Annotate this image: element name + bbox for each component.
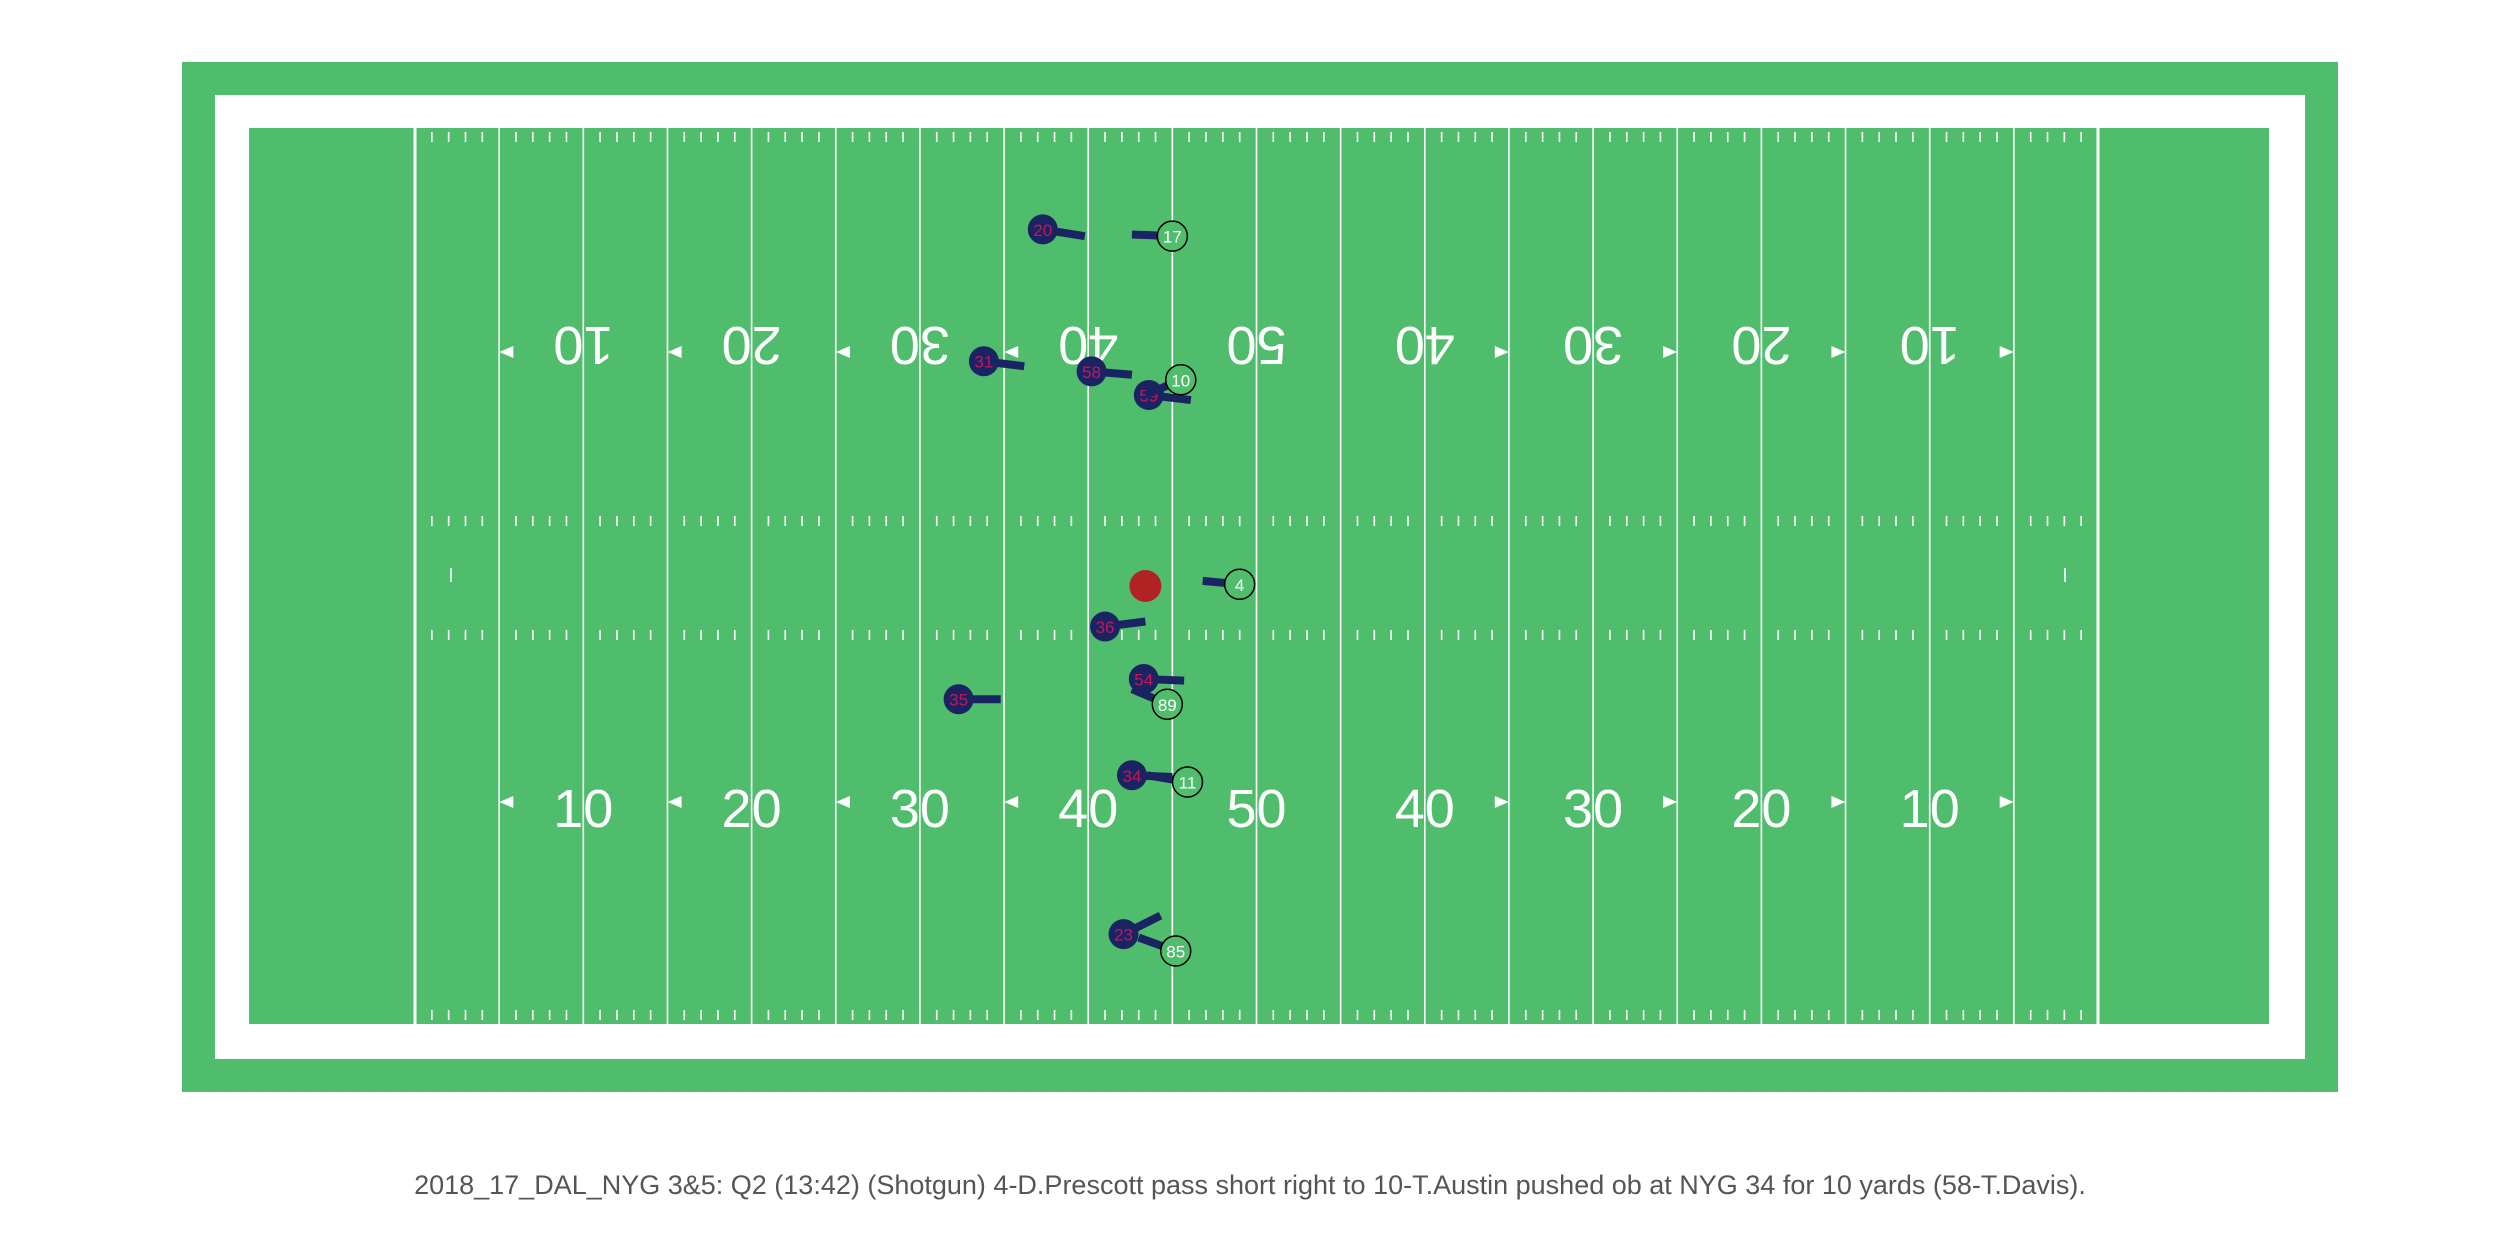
- yard-number-top-group: 30: [1563, 315, 1678, 375]
- player-marker: [1076, 356, 1107, 387]
- jersey-number: 89: [1158, 696, 1177, 715]
- yard-number-bottom: 50: [1226, 779, 1286, 839]
- yard-number-bottom: 10: [553, 779, 613, 839]
- jersey-number: 54: [1134, 670, 1153, 689]
- defense-player: 20: [1027, 214, 1086, 245]
- yard-number-bottom: 30: [1563, 779, 1623, 839]
- direction-arrow: [667, 796, 682, 808]
- jersey-number: 23: [1114, 926, 1133, 945]
- offense-player: 11: [1146, 766, 1204, 798]
- yard-lines: [413, 128, 2100, 1024]
- player-marker: [968, 346, 999, 377]
- yard-number-top-group: 20: [667, 315, 782, 375]
- jersey-number: 58: [1082, 363, 1101, 382]
- yard-number-top-group: 10: [499, 315, 613, 375]
- direction-arrow: [835, 796, 850, 808]
- direction-arrow: [1999, 796, 2014, 808]
- player-marker: [1090, 611, 1121, 642]
- player-marker: [1027, 214, 1058, 245]
- football: [1129, 569, 1162, 602]
- yard-number-top-group: 20: [1731, 315, 1846, 375]
- jersey-number: 34: [1122, 767, 1141, 786]
- player-marker: [1151, 688, 1184, 721]
- jersey-number: 36: [1096, 618, 1115, 637]
- player-marker: [1171, 766, 1204, 798]
- jersey-number: 17: [1163, 228, 1182, 247]
- yard-number-bottom: 40: [1395, 779, 1455, 839]
- player-marker: [1108, 919, 1139, 950]
- direction-arrow: [499, 346, 514, 358]
- direction-arrow: [1831, 796, 1846, 808]
- yard-number-top-group: 40: [1395, 315, 1509, 375]
- player-marker: [1223, 568, 1256, 601]
- offense-player: 10: [1143, 364, 1197, 399]
- jersey-number: 11: [1179, 774, 1197, 793]
- direction-arrow: [1999, 346, 2014, 358]
- direction-arrow: [1004, 346, 1019, 358]
- players: 20315859365435342317104891185: [943, 214, 1256, 967]
- direction-arrow: [1663, 796, 1678, 808]
- yard-number-bottom: 40: [1058, 779, 1118, 839]
- jersey-number: 4: [1235, 576, 1244, 595]
- football-layer: [1129, 569, 1162, 602]
- yard-number-top: 10: [553, 315, 613, 375]
- offense-player: 89: [1130, 685, 1184, 721]
- defense-player: 36: [1090, 611, 1146, 642]
- defense-player: 54: [1128, 663, 1185, 694]
- yard-number-top: 30: [890, 315, 950, 375]
- yard-numbers-top: 10 20 30 40 50 40 30 20 10: [499, 315, 2014, 375]
- yard-number-top-group: 10: [1900, 315, 2014, 375]
- direction-arrow: [1494, 346, 1509, 358]
- jersey-number: 20: [1033, 221, 1052, 240]
- yard-number-top: 30: [1563, 315, 1623, 375]
- offense-player: 17: [1131, 220, 1189, 252]
- yard-number-bottom: 30: [890, 779, 950, 839]
- jersey-number: 31: [974, 353, 993, 372]
- yard-number-bottom: 10: [1900, 779, 1960, 839]
- defense-player: 31: [968, 346, 1025, 377]
- playing-field: [249, 128, 2269, 1024]
- player-marker: [1156, 220, 1189, 252]
- jersey-number: 35: [949, 691, 968, 710]
- yard-number-top-group: 50: [1226, 315, 1286, 375]
- player-marker: [1165, 364, 1197, 396]
- defense-player: 58: [1076, 356, 1133, 387]
- yard-number-top: 20: [1731, 315, 1791, 375]
- hash-marks: [431, 132, 2082, 1020]
- yard-number-top: 10: [1900, 315, 1960, 375]
- jersey-number: 10: [1171, 371, 1190, 390]
- direction-arrow: [1831, 346, 1846, 358]
- yard-numbers-bottom: 10 20 30 40 50 40 30 20 10: [499, 779, 2014, 839]
- direction-arrow: [1494, 796, 1509, 808]
- direction-arrow: [1004, 796, 1019, 808]
- yard-number-bottom: 20: [722, 779, 782, 839]
- yard-number-top: 20: [722, 315, 782, 375]
- yard-number-bottom: 20: [1731, 779, 1791, 839]
- direction-arrow: [835, 346, 850, 358]
- direction-arrow: [667, 346, 682, 358]
- play-description-caption: 2018_17_DAL_NYG 3&5: Q2 (13:42) (Shotgun…: [414, 1170, 2086, 1200]
- direction-arrow: [1663, 346, 1678, 358]
- direction-arrow: [499, 796, 514, 808]
- yard-number-top-group: 30: [835, 315, 950, 375]
- player-marker: [943, 684, 974, 715]
- player-marker: [1159, 935, 1192, 967]
- offense-player: 4: [1202, 568, 1256, 601]
- yard-number-top: 50: [1226, 315, 1286, 375]
- player-marker: [1128, 663, 1159, 694]
- player-marker: [1116, 760, 1147, 791]
- offense-player: 85: [1137, 933, 1192, 967]
- defense-player: 35: [943, 684, 1001, 715]
- jersey-number: 85: [1166, 943, 1185, 962]
- defense-player: 23: [1108, 911, 1163, 950]
- yard-number-top: 40: [1395, 315, 1455, 375]
